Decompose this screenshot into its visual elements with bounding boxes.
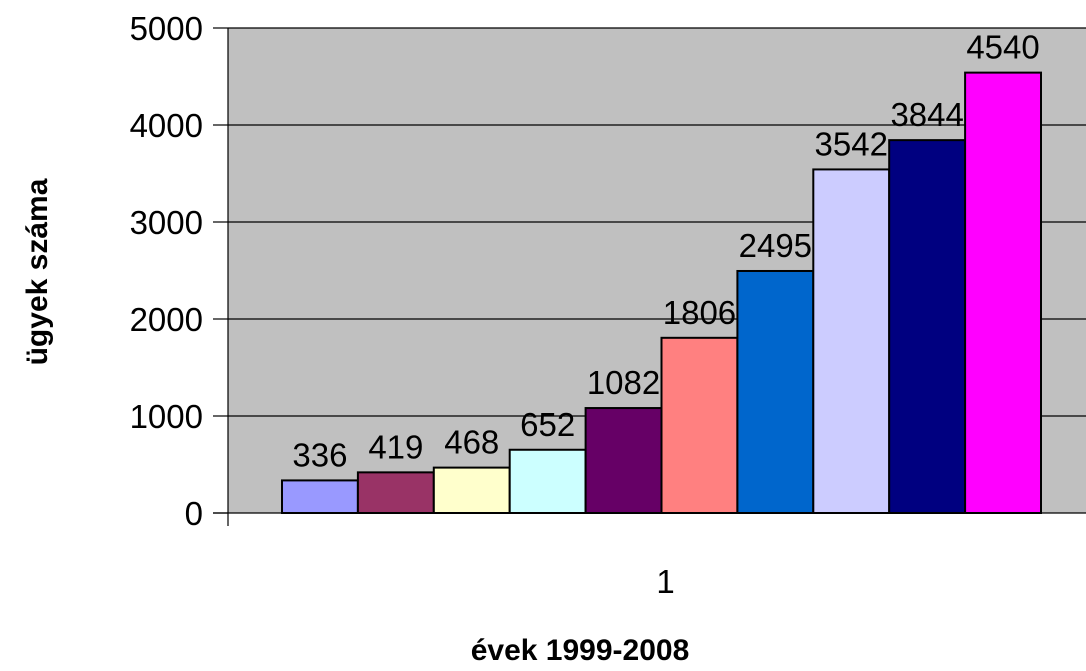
x-axis-title: évek 1999-2008 (471, 634, 690, 667)
data-label: 1082 (587, 364, 660, 401)
x-tick-label: 1 (656, 563, 674, 600)
bar (281, 479, 359, 514)
data-label: 4540 (966, 29, 1039, 66)
bar (812, 168, 891, 514)
y-tick-label: 1000 (130, 398, 203, 435)
data-label: 468 (444, 424, 499, 461)
bar (584, 407, 663, 514)
data-label: 419 (368, 428, 423, 465)
bar (356, 471, 435, 514)
bar (508, 448, 587, 515)
bar (736, 269, 815, 514)
y-tick-labels: 0 1000 2000 3000 4000 5000 (130, 10, 203, 532)
bar (660, 336, 739, 514)
bars (281, 71, 1042, 515)
data-label: 2495 (739, 227, 812, 264)
bar (888, 139, 967, 515)
data-label: 1806 (663, 294, 736, 331)
bar (432, 466, 511, 515)
bar (964, 71, 1042, 515)
data-label: 336 (292, 436, 347, 473)
axes (213, 27, 1086, 526)
y-tick-label: 3000 (130, 204, 203, 241)
y-axis-title: ügyek száma (21, 178, 54, 365)
data-label: 3542 (815, 125, 888, 162)
y-tick-label: 0 (185, 495, 203, 532)
data-label: 3844 (890, 96, 963, 133)
y-tick-label: 2000 (130, 301, 203, 338)
y-tick-label: 5000 (130, 10, 203, 47)
y-tick-label: 4000 (130, 107, 203, 144)
data-label: 652 (520, 406, 575, 443)
